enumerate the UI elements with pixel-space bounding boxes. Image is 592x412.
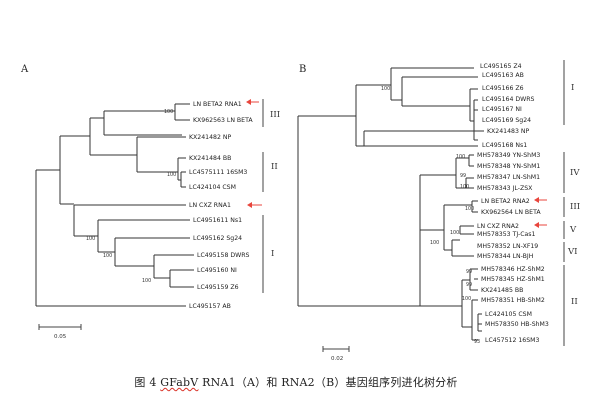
caption-rest: RNA1（A）和 RNA2（B）基因组序列进化树分析 bbox=[198, 376, 458, 389]
leaf-label: LC457512 16SM3 bbox=[485, 337, 539, 344]
leaf-label: MH578346 HZ-ShM2 bbox=[481, 266, 545, 273]
leaf-label: MH578351 HB-ShM2 bbox=[481, 297, 545, 304]
leaf-label: LN CXZ RNA2 bbox=[477, 223, 519, 230]
bootstrap-label: 100 bbox=[462, 296, 471, 302]
panel-b-clade-bars: I IV III V VI II bbox=[563, 60, 580, 346]
clade-label: II bbox=[571, 297, 578, 307]
leaf-label: LC495160 NI bbox=[197, 267, 237, 274]
leaf-label: LC495168 Ns1 bbox=[482, 142, 527, 149]
panel-a-branches bbox=[35, 103, 194, 307]
panel-b-scale-bar: 0.02 bbox=[322, 346, 350, 362]
panel-a-letter: A bbox=[20, 64, 29, 75]
leaf-label: LC495166 Z6 bbox=[482, 85, 524, 92]
clade-label: I bbox=[271, 249, 274, 259]
clade-label: III bbox=[570, 202, 580, 212]
panel-b-bootstraps: 100 100 99 100 100 100 100 99 99 100 93 bbox=[381, 86, 480, 345]
leaf-label: LC495162 Sg24 bbox=[193, 235, 242, 242]
leaf-label: LC4575111 16SM3 bbox=[189, 169, 247, 176]
leaf-label: KX241484 BB bbox=[189, 155, 231, 162]
left-arrow-icon bbox=[247, 202, 262, 208]
clade-label: I bbox=[571, 83, 574, 93]
left-arrow-icon bbox=[534, 197, 547, 203]
leaf-label: LC495159 Z6 bbox=[197, 284, 239, 291]
leaf-label: KX241485 BB bbox=[481, 287, 523, 294]
left-arrow-icon bbox=[246, 99, 259, 105]
bootstrap-label: 100 bbox=[164, 109, 173, 115]
leaf-label: LC424104 CSM bbox=[189, 184, 236, 191]
leaf-label: LC495167 NI bbox=[482, 106, 522, 113]
panel-a-scale-bar: 0.05 bbox=[38, 324, 82, 340]
panel-b-tree: B bbox=[297, 60, 580, 362]
bootstrap-label: 99 bbox=[460, 173, 466, 179]
bootstrap-label: 100 bbox=[103, 253, 112, 259]
clade-label: VI bbox=[567, 247, 578, 257]
leaf-label: MH578344 LN-BJH bbox=[477, 253, 534, 260]
bootstrap-label: 99 bbox=[466, 269, 472, 275]
leaf-label: KX962563 LN BETA bbox=[193, 117, 253, 124]
bootstrap-label: 100 bbox=[167, 172, 176, 178]
bootstrap-label: 100 bbox=[460, 184, 469, 190]
caption-prefix: 图 4 bbox=[134, 376, 161, 389]
leaf-label: LC4951611 Ns1 bbox=[193, 217, 242, 224]
panel-b-leaves: LC495165 Z4 LC495163 AB LC495166 Z6 LC49… bbox=[477, 63, 549, 344]
leaf-label: LC495158 DWRS bbox=[197, 252, 250, 259]
leaf-label: LC495164 DWRS bbox=[482, 96, 535, 103]
leaf-label: MH578350 HB-ShM3 bbox=[485, 321, 549, 328]
bootstrap-label: 100 bbox=[430, 240, 439, 246]
bootstrap-label: 100 bbox=[142, 278, 151, 284]
phylogenetic-figure: A bbox=[20, 60, 580, 362]
leaf-label: MH578345 HZ-ShM1 bbox=[481, 276, 545, 283]
figure-caption: 图 4 GFabV RNA1（A）和 RNA2（B）基因组序列进化树分析 bbox=[0, 374, 592, 390]
panel-a-clade-bars: III II I bbox=[262, 99, 280, 293]
leaf-label: MH578349 YN-ShM3 bbox=[477, 152, 540, 159]
leaf-label: LC424105 CSM bbox=[485, 311, 532, 318]
leaf-label: MH578353 TJ-Cas1 bbox=[477, 231, 536, 238]
bootstrap-label: 100 bbox=[86, 236, 95, 242]
panel-b-branches bbox=[297, 67, 484, 341]
clade-label: II bbox=[271, 162, 278, 172]
clade-label: IV bbox=[570, 168, 580, 178]
clade-label: V bbox=[569, 225, 577, 235]
leaf-label: LC495163 AB bbox=[482, 72, 524, 79]
bootstrap-label: 93 bbox=[474, 339, 480, 345]
leaf-label: KX962564 LN BETA bbox=[481, 209, 541, 216]
leaf-label: LC495165 Z4 bbox=[480, 63, 522, 70]
panel-a-bootstraps: 100 100 100 100 100 bbox=[86, 109, 176, 284]
panel-a-leaves: LN BETA2 RNA1 KX962563 LN BETA KX241482 … bbox=[189, 101, 253, 310]
caption-gfabv: GFabV bbox=[160, 376, 199, 389]
leaf-label: MH578347 LN-ShM1 bbox=[477, 174, 540, 181]
leaf-label: MH578352 LN-XF19 bbox=[477, 243, 538, 250]
leaf-label: MH578343 JL-ZSX bbox=[477, 185, 533, 192]
leaf-label: LC495157 AB bbox=[189, 303, 231, 310]
bootstrap-label: 100 bbox=[465, 206, 474, 212]
bootstrap-label: 100 bbox=[456, 154, 465, 160]
leaf-label: LN CXZ RNA1 bbox=[189, 202, 231, 209]
leaf-label: KX241482 NP bbox=[189, 134, 232, 141]
clade-label: III bbox=[270, 110, 280, 120]
scale-label: 0.05 bbox=[54, 334, 67, 340]
bootstrap-label: 99 bbox=[466, 282, 472, 288]
scale-label: 0.02 bbox=[331, 356, 343, 362]
leaf-label: LN BETA2 RNA2 bbox=[481, 198, 530, 205]
leaf-label: MH578348 YN-ShM1 bbox=[477, 163, 540, 170]
leaf-label: LC495169 Sg24 bbox=[482, 117, 531, 124]
leaf-label: KX241483 NP bbox=[487, 128, 530, 135]
panel-b-letter: B bbox=[299, 64, 306, 75]
left-arrow-icon bbox=[534, 222, 547, 228]
panel-a-tree: A bbox=[20, 64, 280, 340]
leaf-label: LN BETA2 RNA1 bbox=[193, 101, 242, 108]
bootstrap-label: 100 bbox=[450, 230, 459, 236]
bootstrap-label: 100 bbox=[381, 86, 390, 92]
